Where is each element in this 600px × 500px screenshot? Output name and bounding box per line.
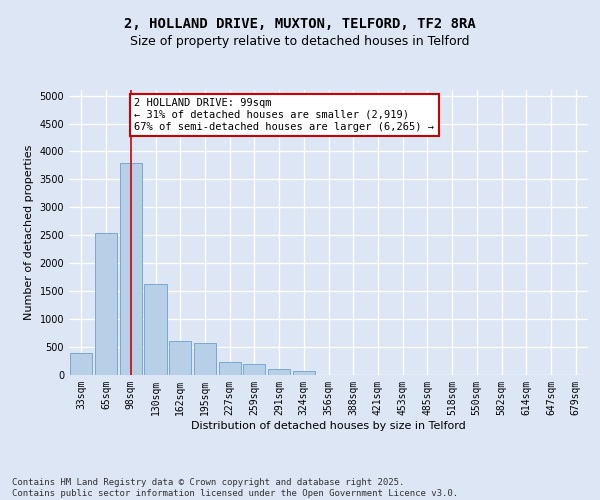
Bar [95,232,117,375]
Text: 2, HOLLAND DRIVE, MUXTON, TELFORD, TF2 8RA: 2, HOLLAND DRIVE, MUXTON, TELFORD, TF2 8… [124,18,476,32]
Text: Contains HM Land Registry data © Crown copyright and database right 2025.
Contai: Contains HM Land Registry data © Crown c… [12,478,458,498]
Bar [194,342,216,375]
Bar [169,342,191,375]
Bar [70,352,92,375]
Bar [145,284,167,375]
Y-axis label: Number of detached properties: Number of detached properties [24,145,34,320]
Bar [218,362,241,375]
Bar [293,372,315,375]
Bar [268,369,290,375]
X-axis label: Distribution of detached houses by size in Telford: Distribution of detached houses by size … [191,420,466,430]
Text: 2 HOLLAND DRIVE: 99sqm
← 31% of detached houses are smaller (2,919)
67% of semi-: 2 HOLLAND DRIVE: 99sqm ← 31% of detached… [134,98,434,132]
Bar [119,162,142,375]
Text: Size of property relative to detached houses in Telford: Size of property relative to detached ho… [130,35,470,48]
Bar [243,364,265,375]
